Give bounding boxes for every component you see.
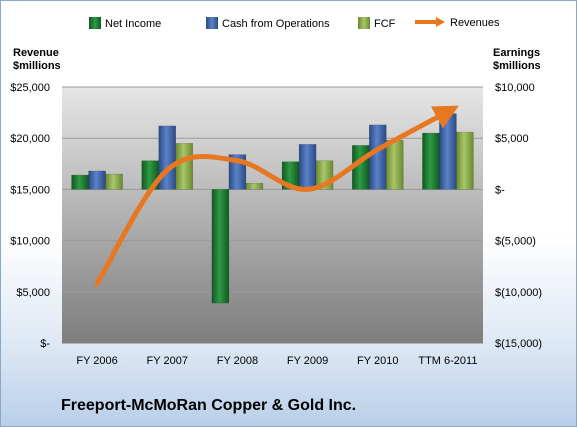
legend-swatch-fcf: [358, 17, 370, 29]
bar-cash-from-operations: [88, 170, 106, 190]
left-tick-label: $15,000: [10, 184, 50, 196]
x-tick-label: FY 2009: [287, 355, 328, 367]
legend-label-net-income: Net Income: [105, 18, 162, 30]
bar-fcf: [105, 173, 123, 190]
x-tick-label: TTM 6-2011: [418, 355, 477, 367]
right-axis-title-line-1: Earnings: [493, 47, 541, 59]
bar-fcf: [456, 131, 474, 190]
left-axis-ticks: $- $5,000 $10,000 $15,000 $20,000 $25,000: [10, 82, 50, 350]
right-axis-title: Earnings $millions: [493, 47, 541, 73]
bar-net-income: [211, 189, 230, 304]
right-tick-label: $(5,000): [495, 236, 536, 248]
left-tick-label: $25,000: [10, 82, 50, 94]
legend-cash-from-operations: Cash from Operations: [206, 17, 330, 30]
bar-cash-from-operations: [439, 113, 457, 190]
revenue-line-group: [94, 105, 459, 287]
company-name: Freeport-McMoRan Copper & Gold Inc.: [61, 397, 357, 414]
left-tick-label: $20,000: [10, 133, 50, 145]
left-tick-label: $10,000: [10, 236, 50, 248]
right-tick-label: $(15,000): [495, 338, 542, 350]
bar-fcf: [245, 183, 264, 190]
legend-label-cash-from-operations: Cash from Operations: [222, 18, 330, 30]
bar-cash-from-operations: [298, 144, 317, 190]
right-axis-ticks: $(15,000) $(10,000) $(5,000) $- $5,000 $10,00…: [495, 82, 542, 350]
bar-cash-from-operations: [369, 124, 387, 190]
x-tick-label: FY 2008: [217, 355, 258, 367]
legend-swatch-revenues: [415, 17, 445, 27]
revenue-line: [94, 105, 459, 287]
legend-swatch-cash-from-operations: [206, 17, 218, 29]
bar-fcf: [386, 139, 404, 190]
bar-net-income: [422, 132, 440, 190]
bar-fcf: [175, 143, 193, 190]
x-tick-label: FY 2010: [357, 355, 398, 367]
right-tick-label: $-: [495, 184, 505, 196]
x-tick-label: FY 2006: [76, 355, 117, 367]
bar-cash-from-operations: [158, 125, 176, 190]
right-tick-label: $10,000: [495, 82, 535, 94]
legend-revenues: Revenues: [414, 17, 500, 29]
left-axis-title: Revenue $millions: [13, 47, 61, 73]
left-tick-label: $5,000: [16, 287, 50, 299]
legend-swatch-net-income: [89, 17, 101, 29]
legend-label-fcf: FCF: [374, 18, 396, 30]
bar-net-income: [71, 174, 89, 190]
left-axis-title-line-2: $millions: [13, 60, 61, 72]
right-tick-label: $(10,000): [495, 287, 542, 299]
gridlines: [62, 86, 483, 344]
x-tick-label: FY 2007: [147, 355, 188, 367]
legend-net-income: Net Income: [89, 17, 161, 30]
right-axis-title-line-2: $millions: [493, 60, 541, 72]
x-axis-ticks: FY 2006 FY 2007 FY 2008 FY 2009 FY 2010 TTM 6…: [76, 355, 477, 367]
left-tick-label: $-: [40, 338, 50, 350]
legend-fcf: FCF: [358, 17, 395, 30]
right-tick-label: $5,000: [495, 133, 529, 145]
legend-label-revenues: Revenues: [450, 17, 500, 29]
left-axis-title-line-1: Revenue: [13, 47, 59, 59]
